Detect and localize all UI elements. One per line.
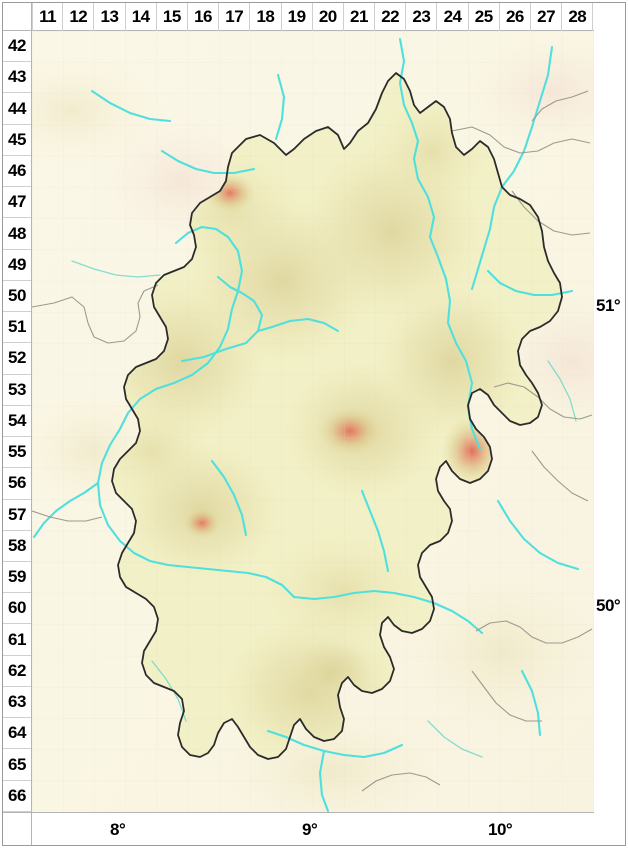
row-header-cell[interactable]: 53 [3,375,31,406]
row-header-cell[interactable]: 57 [3,500,31,531]
row-header-cell[interactable]: 60 [3,593,31,625]
column-header-cell[interactable]: 16 [188,3,220,31]
latitude-label-strip: 51° 50° [595,31,625,812]
row-header-cell[interactable]: 56 [3,468,31,500]
column-header-cell[interactable]: 27 [531,3,563,31]
column-header-cell[interactable]: 17 [219,3,251,31]
row-header-cell[interactable]: 51 [3,312,31,344]
row-header-column: 42 43 44 45 46 47 48 49 50 51 52 53 54 5… [3,31,32,812]
column-header-cell[interactable]: 15 [157,3,188,31]
latitude-label-51: 51° [596,296,621,315]
longitude-label-strip: 8° 9° 10° [32,812,594,846]
river-network-minor [71,260,577,758]
row-header-cell[interactable]: 46 [3,156,31,188]
row-header-cell[interactable]: 50 [3,281,31,313]
row-header-cell[interactable]: 49 [3,250,31,281]
row-header-cell[interactable]: 43 [3,62,31,94]
district-borders [32,90,593,792]
column-header-cell[interactable]: 18 [250,3,282,31]
column-header-cell[interactable]: 13 [94,3,126,31]
row-header-cell[interactable]: 66 [3,781,31,812]
column-header-cell[interactable]: 23 [406,3,438,31]
row-header-cell[interactable]: 42 [3,31,31,63]
row-header-cell[interactable]: 64 [3,718,31,750]
row-header-cell[interactable]: 55 [3,437,31,469]
row-header-cell[interactable]: 65 [3,749,31,781]
column-header-cell[interactable]: 28 [562,3,594,31]
longitude-label-10: 10° [488,820,513,839]
column-header-cell[interactable]: 21 [344,3,376,31]
column-header-cell[interactable]: 26 [500,3,531,31]
column-header-cell[interactable]: 20 [313,3,344,31]
map-canvas[interactable] [32,31,594,812]
footer-corner-blank [3,812,32,845]
column-header-row: 11 12 13 14 15 16 17 18 19 20 21 22 23 2… [32,3,594,31]
longitude-label-9: 9° [302,820,318,839]
row-header-cell[interactable]: 61 [3,624,31,656]
longitude-label-8: 8° [110,820,126,839]
state-border-hessen [111,72,563,760]
header-corner-blank [3,3,32,31]
latitude-label-50: 50° [596,596,621,615]
column-header-cell[interactable]: 25 [469,3,500,31]
row-header-cell[interactable]: 48 [3,218,31,250]
row-header-cell[interactable]: 58 [3,531,31,562]
column-header-cell[interactable]: 12 [63,3,95,31]
column-header-cell[interactable]: 22 [375,3,407,31]
column-header-cell[interactable]: 24 [437,3,469,31]
row-header-cell[interactable]: 62 [3,656,31,687]
column-header-cell[interactable]: 11 [32,3,64,31]
river-network [32,37,580,812]
row-header-cell[interactable]: 44 [3,93,31,125]
column-header-cell[interactable]: 19 [282,3,313,31]
row-header-cell[interactable]: 47 [3,187,31,219]
row-header-cell[interactable]: 54 [3,406,31,438]
row-header-cell[interactable]: 59 [3,562,31,594]
row-header-cell[interactable]: 52 [3,343,31,375]
row-header-cell[interactable]: 45 [3,125,31,156]
column-header-cell[interactable]: 14 [126,3,157,31]
row-header-cell[interactable]: 63 [3,687,31,719]
